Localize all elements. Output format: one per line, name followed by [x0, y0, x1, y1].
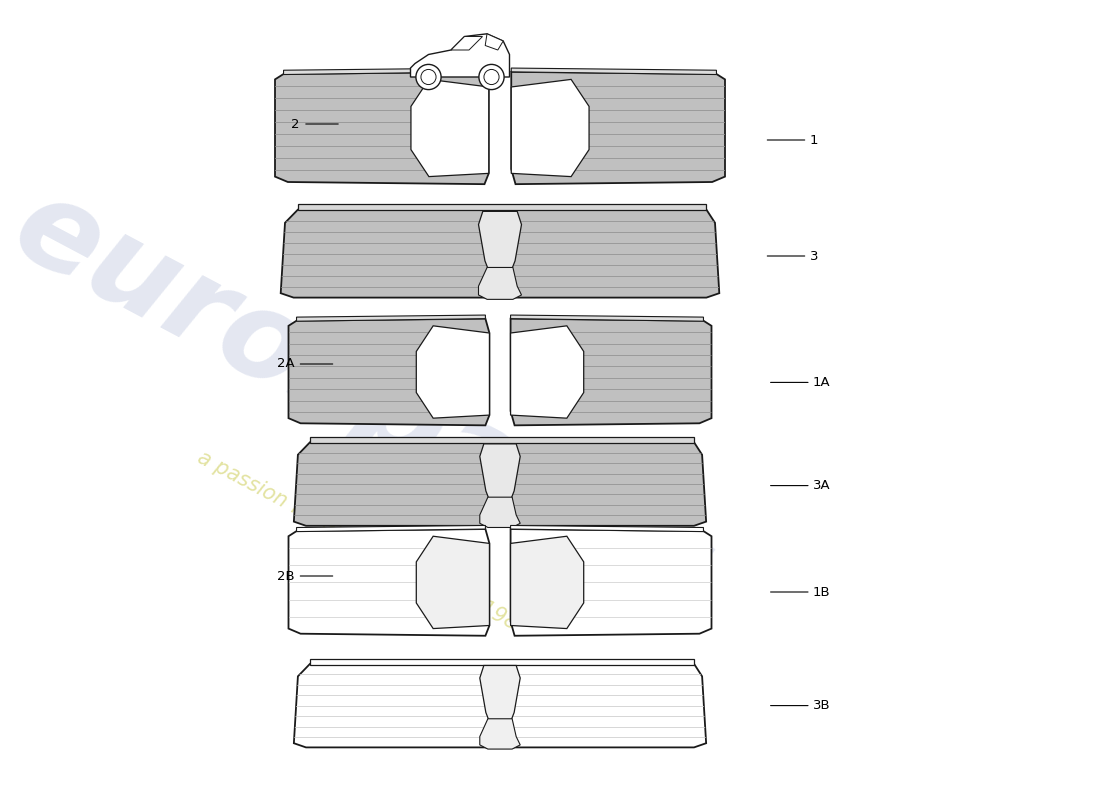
Polygon shape	[411, 79, 488, 177]
Polygon shape	[280, 210, 719, 298]
Polygon shape	[298, 204, 706, 210]
Text: 1: 1	[810, 134, 818, 146]
Polygon shape	[294, 664, 706, 747]
Circle shape	[416, 64, 441, 90]
Polygon shape	[410, 34, 509, 77]
Polygon shape	[416, 536, 490, 629]
Polygon shape	[416, 326, 490, 418]
Polygon shape	[288, 529, 490, 636]
Polygon shape	[478, 267, 521, 299]
Polygon shape	[310, 658, 694, 665]
Circle shape	[484, 70, 499, 85]
Polygon shape	[480, 497, 520, 527]
Polygon shape	[478, 211, 521, 278]
Text: 3: 3	[810, 250, 818, 262]
Polygon shape	[451, 37, 483, 50]
Polygon shape	[510, 529, 712, 636]
Polygon shape	[485, 34, 503, 50]
Polygon shape	[512, 72, 725, 184]
Circle shape	[478, 64, 504, 90]
Polygon shape	[510, 318, 712, 426]
Text: a passion for excellence since 1985: a passion for excellence since 1985	[194, 448, 532, 640]
Polygon shape	[512, 68, 716, 74]
Text: 3B: 3B	[813, 699, 830, 712]
Polygon shape	[480, 444, 520, 506]
Text: 1B: 1B	[813, 586, 830, 598]
Polygon shape	[510, 536, 584, 629]
Text: 2B: 2B	[277, 570, 295, 582]
Text: 2A: 2A	[277, 358, 295, 370]
Polygon shape	[275, 72, 488, 184]
Polygon shape	[297, 315, 485, 322]
Circle shape	[421, 70, 436, 85]
Polygon shape	[310, 437, 694, 443]
Text: eurospares: eurospares	[0, 167, 732, 633]
Polygon shape	[294, 442, 706, 526]
Polygon shape	[288, 318, 490, 426]
Polygon shape	[510, 526, 704, 532]
Polygon shape	[480, 666, 520, 728]
Polygon shape	[480, 718, 520, 749]
Polygon shape	[297, 526, 485, 532]
Polygon shape	[512, 79, 590, 177]
Text: 1A: 1A	[813, 376, 830, 389]
Polygon shape	[510, 315, 704, 322]
Text: 3A: 3A	[813, 479, 830, 492]
Text: 2: 2	[292, 118, 300, 130]
Polygon shape	[510, 326, 584, 418]
Polygon shape	[284, 68, 484, 74]
